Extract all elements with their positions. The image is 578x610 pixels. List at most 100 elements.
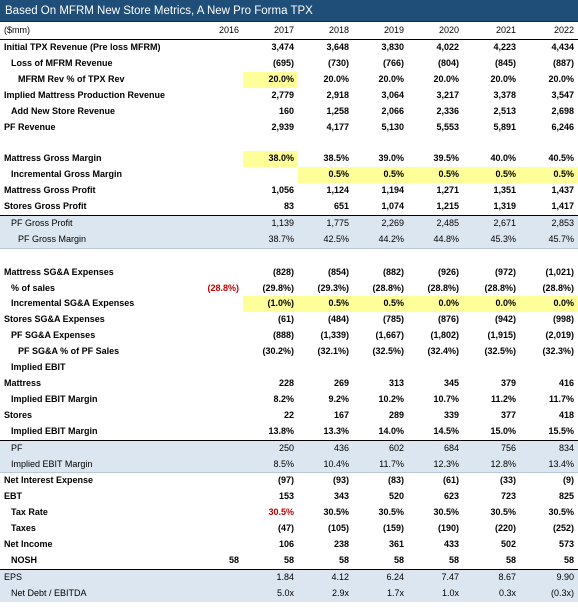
- value-cell[interactable]: (28.8%): [542, 282, 574, 293]
- value-cell[interactable]: 0.5%: [463, 167, 520, 184]
- value-cell[interactable]: (29.8%): [262, 282, 294, 293]
- value-cell[interactable]: 153: [278, 491, 294, 502]
- value-cell[interactable]: 58: [448, 554, 459, 565]
- value-cell[interactable]: [188, 72, 243, 88]
- value-cell[interactable]: [243, 167, 298, 183]
- value-cell[interactable]: (105): [327, 523, 349, 534]
- value-cell[interactable]: [408, 360, 463, 376]
- value-cell[interactable]: (785): [382, 314, 404, 325]
- value-cell[interactable]: 4,177: [326, 121, 349, 132]
- value-cell[interactable]: 573: [558, 539, 574, 550]
- value-cell[interactable]: [188, 56, 243, 72]
- value-cell[interactable]: [188, 151, 243, 167]
- value-cell[interactable]: 1,351: [493, 185, 516, 196]
- value-cell[interactable]: (9): [563, 475, 574, 486]
- value-cell[interactable]: (61): [442, 475, 459, 486]
- value-cell[interactable]: 20.0%: [490, 73, 516, 84]
- value-cell[interactable]: 4,223: [493, 42, 516, 52]
- value-cell[interactable]: (0.3x): [520, 585, 578, 602]
- value-cell[interactable]: 345: [443, 378, 459, 388]
- value-cell[interactable]: 58: [283, 554, 294, 565]
- value-cell[interactable]: (252): [552, 523, 574, 534]
- value-cell[interactable]: (888): [272, 330, 294, 341]
- value-cell[interactable]: 2,918: [326, 89, 349, 100]
- value-cell[interactable]: 1,215: [436, 201, 459, 212]
- value-cell[interactable]: 45.3%: [463, 231, 520, 249]
- value-cell[interactable]: 0.3x: [463, 585, 520, 602]
- value-cell[interactable]: 20.0%: [548, 73, 574, 84]
- value-cell[interactable]: (926): [437, 266, 459, 277]
- value-cell[interactable]: (1,802): [430, 330, 459, 341]
- value-cell[interactable]: 723: [500, 491, 516, 502]
- value-cell[interactable]: 4.12: [298, 568, 353, 586]
- value-cell[interactable]: 39.5%: [433, 153, 459, 164]
- value-cell[interactable]: (32.5%): [484, 346, 516, 357]
- value-cell[interactable]: (1.0%): [243, 296, 298, 313]
- value-cell[interactable]: [188, 199, 243, 215]
- value-cell[interactable]: 343: [333, 491, 349, 502]
- value-cell[interactable]: 5.0x: [243, 585, 298, 602]
- value-cell[interactable]: (220): [494, 523, 516, 534]
- value-cell[interactable]: [188, 505, 243, 521]
- value-cell[interactable]: 13.8%: [268, 425, 294, 436]
- value-cell[interactable]: [298, 360, 353, 376]
- value-cell[interactable]: 20.0%: [323, 73, 349, 84]
- value-cell[interactable]: [353, 360, 408, 376]
- value-cell[interactable]: (47): [277, 523, 294, 534]
- value-cell[interactable]: 3,648: [326, 42, 349, 52]
- value-cell[interactable]: 1,194: [381, 185, 404, 196]
- value-cell[interactable]: 2,336: [436, 105, 459, 116]
- value-cell[interactable]: [463, 360, 520, 376]
- value-cell[interactable]: 39.0%: [378, 153, 404, 164]
- value-cell[interactable]: (887): [552, 57, 574, 68]
- value-cell[interactable]: 30.5%: [490, 507, 516, 518]
- value-cell[interactable]: (828): [272, 266, 294, 277]
- year-header[interactable]: 2020: [408, 22, 463, 40]
- value-cell[interactable]: (32.4%): [427, 346, 459, 357]
- value-cell[interactable]: [188, 424, 243, 440]
- value-cell[interactable]: 339: [443, 409, 459, 420]
- value-cell[interactable]: [188, 167, 243, 183]
- value-cell[interactable]: [188, 104, 243, 120]
- value-cell[interactable]: [188, 312, 243, 328]
- value-cell[interactable]: [188, 408, 243, 424]
- value-cell[interactable]: [188, 88, 243, 104]
- value-cell[interactable]: 5,130: [381, 121, 404, 132]
- value-cell[interactable]: 3,064: [381, 89, 404, 100]
- value-cell[interactable]: 38.7%: [243, 231, 298, 249]
- value-cell[interactable]: 238: [333, 539, 349, 550]
- value-cell[interactable]: 10.2%: [378, 393, 404, 404]
- value-cell[interactable]: [188, 344, 243, 360]
- value-cell[interactable]: (972): [494, 266, 516, 277]
- value-cell[interactable]: [188, 231, 243, 249]
- value-cell[interactable]: (28.8%): [372, 282, 404, 293]
- value-cell[interactable]: 20.0%: [378, 73, 404, 84]
- value-cell[interactable]: [188, 439, 243, 457]
- value-cell[interactable]: (882): [382, 266, 404, 277]
- value-cell[interactable]: 58: [505, 554, 516, 565]
- value-cell[interactable]: [188, 473, 243, 489]
- value-cell[interactable]: [188, 214, 243, 232]
- value-cell[interactable]: (845): [494, 57, 516, 68]
- year-header[interactable]: 2019: [353, 22, 408, 40]
- value-cell[interactable]: 651: [333, 201, 349, 212]
- value-cell[interactable]: 377: [500, 409, 516, 420]
- value-cell[interactable]: 502: [500, 539, 516, 550]
- value-cell[interactable]: 8.67: [463, 568, 520, 586]
- value-cell[interactable]: 4,434: [551, 42, 574, 52]
- value-cell[interactable]: 20.0%: [243, 71, 298, 88]
- value-cell[interactable]: [188, 585, 243, 602]
- value-cell[interactable]: [188, 537, 243, 553]
- value-cell[interactable]: 433: [443, 539, 459, 550]
- value-cell[interactable]: 38.5%: [323, 153, 349, 164]
- value-cell[interactable]: 14.5%: [433, 425, 459, 436]
- value-cell[interactable]: (32.3%): [542, 346, 574, 357]
- value-cell[interactable]: 106: [278, 539, 294, 550]
- value-cell[interactable]: (876): [437, 314, 459, 325]
- value-cell[interactable]: 30.5%: [323, 507, 349, 518]
- value-cell[interactable]: [188, 360, 243, 376]
- value-cell[interactable]: 1,124: [326, 185, 349, 196]
- value-cell[interactable]: [188, 521, 243, 537]
- value-cell[interactable]: [188, 265, 243, 281]
- value-cell[interactable]: (61): [277, 314, 294, 325]
